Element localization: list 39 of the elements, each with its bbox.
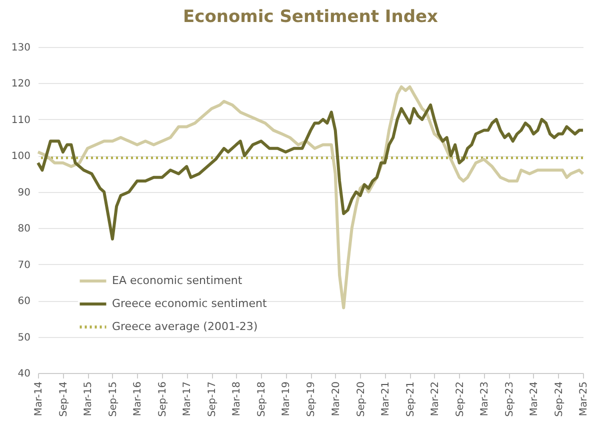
y-tick-label: 40 <box>18 368 30 380</box>
y-tick-label: 60 <box>18 296 30 308</box>
y-tick-label: 90 <box>18 187 30 198</box>
x-tick-label: Sep-22 <box>454 382 466 417</box>
y-tick-label: 120 <box>11 78 30 90</box>
x-tick-label: Sep-24 <box>554 382 565 417</box>
x-tick-label: Mar-22 <box>430 382 441 416</box>
chart-title: Economic Sentiment Index <box>183 7 438 27</box>
x-tick-label: Mar-24 <box>528 382 540 416</box>
x-tick-label: Sep-23 <box>504 382 516 417</box>
y-tick-label: 100 <box>11 151 30 162</box>
x-tick-label: Sep-17 <box>207 382 218 417</box>
x-tick-label: Mar-15 <box>83 382 94 416</box>
x-tick-label: Mar-18 <box>232 382 243 416</box>
x-tick-label: Sep-21 <box>405 382 416 417</box>
y-tick-label: 70 <box>18 260 30 271</box>
legend-label: Greece economic sentiment <box>112 297 268 310</box>
x-tick-label: Mar-21 <box>380 382 392 416</box>
x-tick-label: Mar-17 <box>182 382 194 416</box>
x-tick-label: Mar-19 <box>281 382 292 416</box>
x-tick-label: Sep-16 <box>158 382 169 417</box>
x-tick-label: Mar-20 <box>330 382 342 416</box>
x-tick-label: Sep-19 <box>306 382 318 417</box>
y-tick-label: 80 <box>18 224 30 235</box>
y-tick-label: 50 <box>18 332 30 344</box>
y-tick-label: 110 <box>11 114 30 126</box>
legend-label: EA economic sentiment <box>112 274 243 287</box>
x-tick-label: Sep-20 <box>356 382 367 417</box>
x-tick-label: Mar-14 <box>34 382 44 416</box>
x-tick-label: Sep-18 <box>256 382 268 417</box>
x-tick-label: Mar-23 <box>479 382 490 416</box>
line-series <box>36 85 584 310</box>
x-tick-label: Sep-15 <box>108 382 119 417</box>
x-tick-label: Mar-25 <box>578 382 590 416</box>
line-series <box>36 103 584 240</box>
x-tick-label: Sep-14 <box>58 382 70 417</box>
y-tick-label: 130 <box>11 42 30 54</box>
legend-label: Greece average (2001-23) <box>112 320 258 333</box>
x-tick-label: Mar-16 <box>132 382 144 416</box>
